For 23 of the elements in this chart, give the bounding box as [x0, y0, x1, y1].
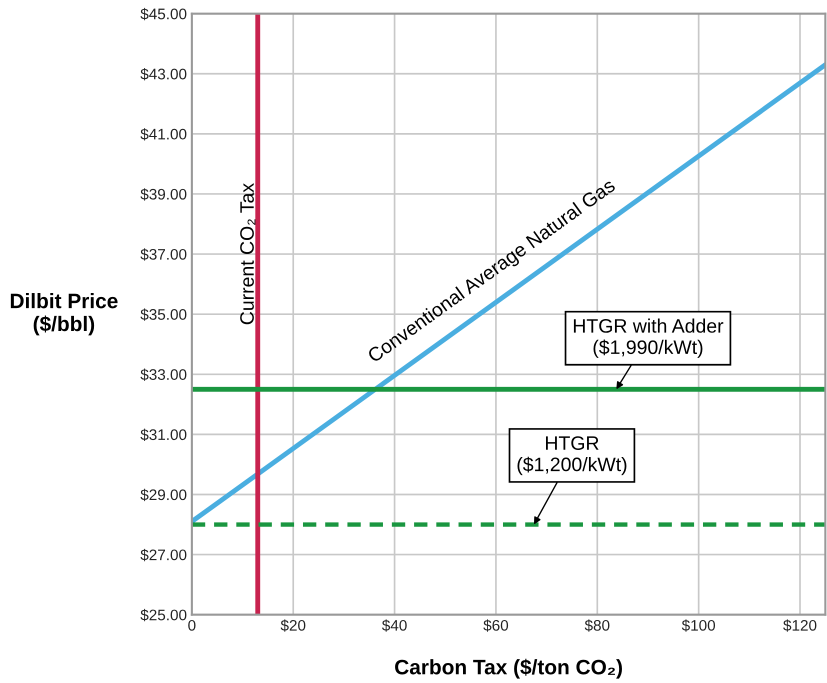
y-tick-label: $37.00 — [140, 248, 186, 261]
ref-line-label: HTGR with Adder ($1,990/kWt) — [574, 318, 724, 358]
y-tick-label: $43.00 — [140, 68, 186, 80]
x-tick-label: 0 — [188, 620, 196, 631]
y-tick-label: $41.00 — [140, 128, 186, 140]
y-tick-label: $29.00 — [140, 488, 186, 502]
y-tick-label: $31.00 — [140, 428, 186, 441]
y-tick-label: $45.00 — [140, 8, 186, 20]
y-tick-label: $33.00 — [140, 368, 186, 381]
x-tick-label: $20 — [280, 619, 306, 632]
ref-line-label: Current CO₂ Tax — [240, 183, 256, 324]
x-tick-label: $60 — [483, 619, 508, 632]
x-tick-label: $100 — [682, 619, 716, 632]
y-tick-label: $27.00 — [140, 548, 186, 562]
ref-line-label: HTGR ($1,200/kWt) — [518, 436, 626, 476]
x-tick-label: $80 — [584, 619, 610, 632]
y-tick-label: $25.00 — [140, 608, 186, 622]
x-tick-label: $40 — [382, 619, 407, 632]
y-axis-title: Dilbit Price ($/bbl) — [10, 293, 118, 336]
y-tick-label: $35.00 — [140, 308, 186, 321]
y-tick-label: $39.00 — [140, 188, 186, 201]
x-axis-title: Carbon Tax ($/ton CO₂) — [395, 658, 622, 679]
x-tick-label: $120 — [783, 619, 816, 632]
